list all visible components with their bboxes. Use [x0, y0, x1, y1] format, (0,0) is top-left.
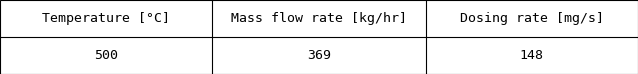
Text: Dosing rate [mg/s]: Dosing rate [mg/s]: [460, 12, 604, 25]
Text: Mass flow rate [kg/hr]: Mass flow rate [kg/hr]: [231, 12, 407, 25]
Text: 500: 500: [94, 49, 118, 62]
Text: 148: 148: [520, 49, 544, 62]
Text: 369: 369: [307, 49, 331, 62]
Text: Temperature [°C]: Temperature [°C]: [42, 12, 170, 25]
